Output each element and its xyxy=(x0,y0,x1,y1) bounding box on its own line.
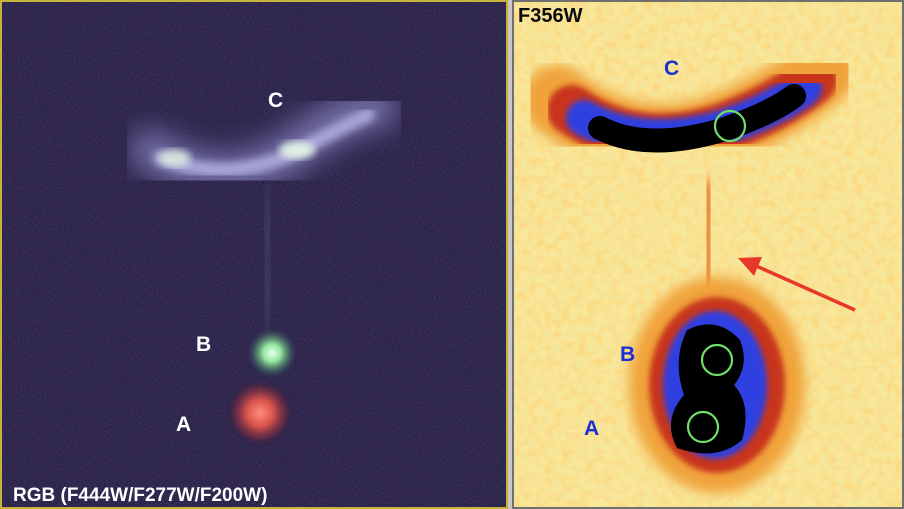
label-c-blue: C xyxy=(664,57,680,80)
label-a: A xyxy=(176,413,192,436)
f356w-caption: F356W xyxy=(518,5,583,27)
f356w-panel: C B A F356W xyxy=(512,0,904,509)
aperture-circle-a xyxy=(686,410,720,444)
rgb-panel: C B A RGB (F444W/F277W/F200W) xyxy=(0,0,508,509)
label-b: B xyxy=(196,333,212,356)
label-c: C xyxy=(268,89,284,112)
aperture-circle-c xyxy=(713,109,747,143)
f356w-image xyxy=(512,0,904,509)
label-b-blue: B xyxy=(620,343,636,366)
rgb-caption: RGB (F444W/F277W/F200W) xyxy=(13,485,268,506)
label-a-blue: A xyxy=(584,417,600,440)
panel-divider xyxy=(508,0,512,509)
red-arrow-icon xyxy=(738,257,856,312)
aperture-circle-b xyxy=(700,343,734,377)
rgb-image xyxy=(0,0,508,509)
